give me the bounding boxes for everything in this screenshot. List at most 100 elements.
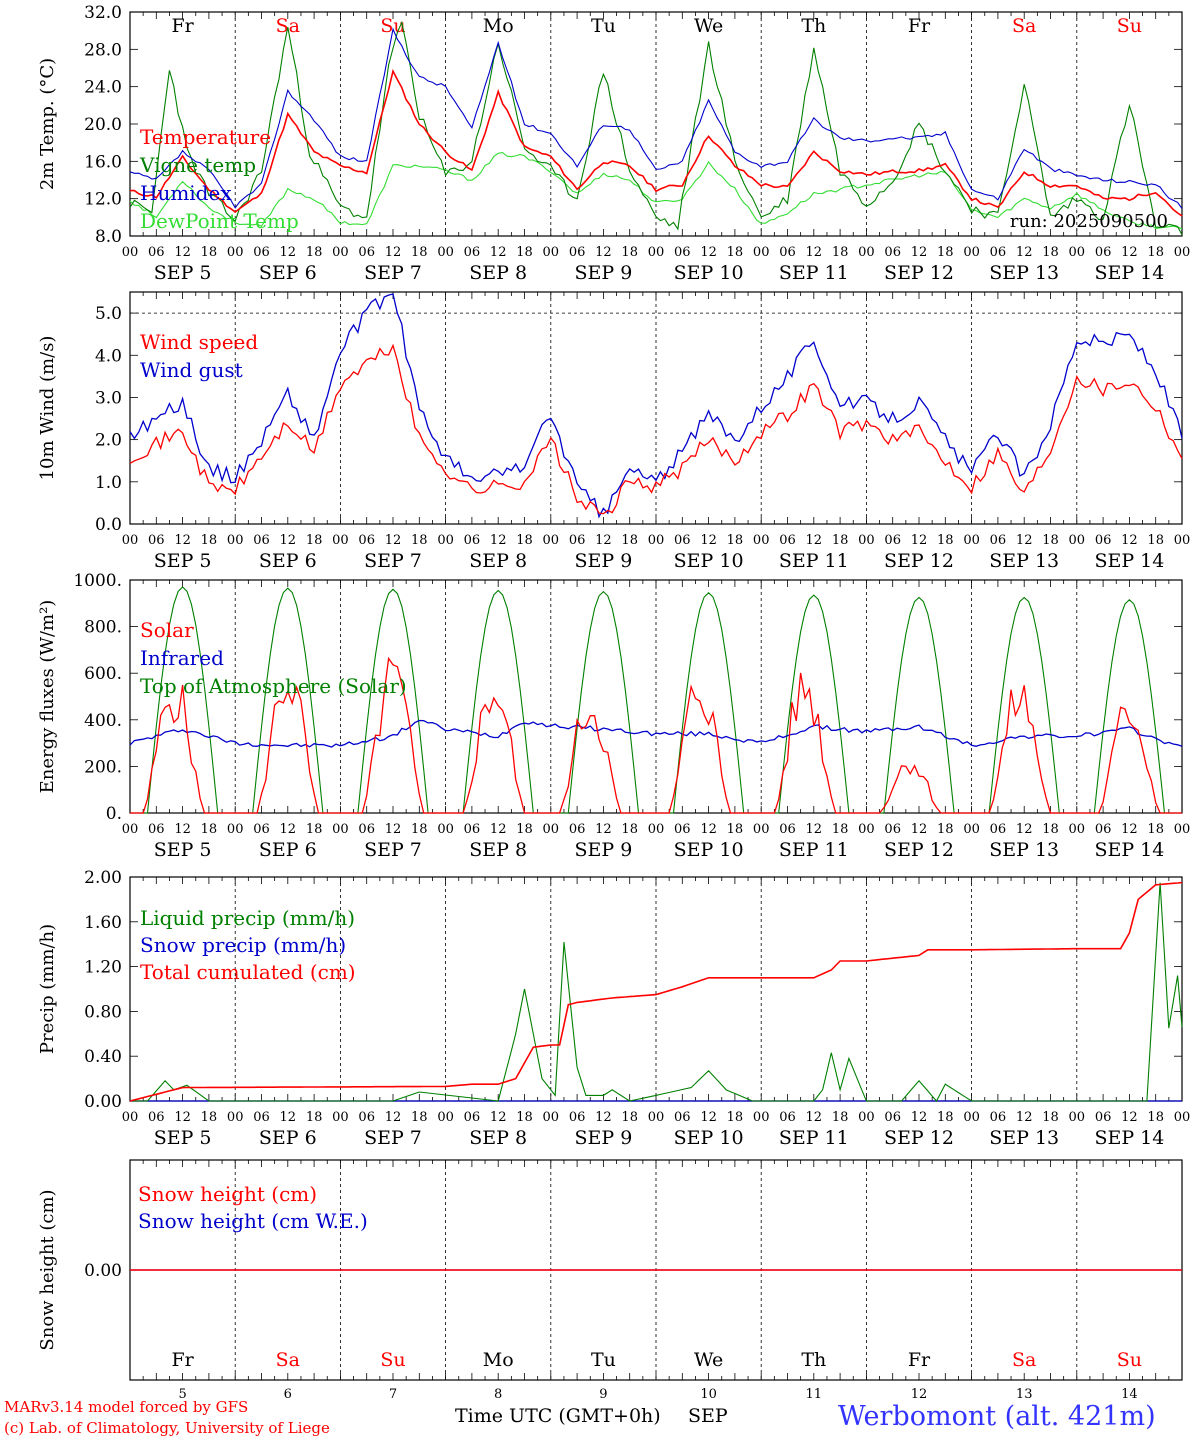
wind-series-wind-speed [129, 343, 1183, 515]
panel-1-hour-label: 06 [884, 245, 901, 260]
panel-1-hour-label: 00 [858, 245, 875, 260]
panel-4-hour-label: 18 [1042, 1110, 1059, 1125]
panel-4-ylabel: Precip (mm/h) [37, 924, 58, 1054]
panel-4-date-label: SEP 12 [884, 1127, 954, 1149]
panel-1-hour-label: 00 [332, 245, 349, 260]
date-number-label: 11 [806, 1387, 823, 1402]
panel-3-hour-label: 12 [174, 822, 191, 837]
legend-dewpoint-temp: DewPoint Temp [140, 209, 299, 233]
legend-total-cumulated-cm-: Total cumulated (cm) [140, 960, 356, 984]
panel-4-hour-label: 00 [437, 1110, 454, 1125]
panel-1-date-label: SEP 11 [779, 262, 849, 284]
panel-1-hour-label: 00 [122, 245, 139, 260]
panel-4-hour-label: 18 [1147, 1110, 1164, 1125]
panel-4-hour-label: 06 [148, 1110, 165, 1125]
panel-3-hour-label: 18 [411, 822, 428, 837]
legend-snow-height-cm-w-e-: Snow height (cm W.E.) [138, 1209, 368, 1233]
panel-3-hour-label: 18 [727, 822, 744, 837]
panel-4-hour-label: 12 [174, 1110, 191, 1125]
panel-2-hour-label: 06 [779, 533, 796, 548]
panel-3-ytick-label: 1000. [73, 571, 122, 591]
panel-3-ytick-label: 600. [84, 664, 122, 684]
panel-4-hour-label: 00 [543, 1110, 560, 1125]
panel-2-hour-label: 06 [569, 533, 586, 548]
panel-3-date-label: SEP 7 [364, 839, 422, 861]
weekday-label-bottom: Sa [1012, 1349, 1036, 1371]
panel-3-hour-label: 12 [806, 822, 823, 837]
panel-3-hour-label: 12 [490, 822, 507, 837]
panel-1-hour-label: 06 [253, 245, 270, 260]
panel-2-hour-label: 18 [516, 533, 533, 548]
panel-4-ytick-label: 0.40 [84, 1047, 122, 1067]
panel-4-hour-label: 18 [727, 1110, 744, 1125]
panel-3-date-label: SEP 12 [884, 839, 954, 861]
panel-4-hour-label: 06 [674, 1110, 691, 1125]
weekday-label-top: Sa [1012, 15, 1036, 37]
panel-4-hour-label: 18 [201, 1110, 218, 1125]
panel-3-hour-label: 00 [1069, 822, 1086, 837]
panel-3-hour-label: 00 [963, 822, 980, 837]
panel-2-hour-label: 12 [280, 533, 297, 548]
panel-3-hour-label: 06 [990, 822, 1007, 837]
panel-1-hour-label: 12 [174, 245, 191, 260]
panel-4-hour-label: 18 [306, 1110, 323, 1125]
panel-3-hour-label: 00 [122, 822, 139, 837]
panel-3-date-label: SEP 8 [469, 839, 527, 861]
date-number-label: 12 [911, 1387, 928, 1402]
panel-4-ytick-label: 2.00 [84, 868, 122, 888]
panel-1-ytick-label: 20.0 [84, 115, 122, 135]
panel-2-hour-label: 00 [963, 533, 980, 548]
panel-2-hour-label: 12 [595, 533, 612, 548]
panel-4-hour-label: 00 [753, 1110, 770, 1125]
panel-4-hour-label: 12 [490, 1110, 507, 1125]
panel-3-hour-label: 12 [1121, 822, 1138, 837]
panel-4-hour-label: 06 [569, 1110, 586, 1125]
panel-1-hour-label: 12 [911, 245, 928, 260]
panel-1-ytick-label: 28.0 [84, 40, 122, 60]
panel-2-hour-label: 12 [911, 533, 928, 548]
panel-4-date-label: SEP 6 [259, 1127, 317, 1149]
panel-4-hour-label: 18 [937, 1110, 954, 1125]
panel-2-hour-label: 12 [1016, 533, 1033, 548]
panel-2-hour-label: 00 [753, 533, 770, 548]
panel-2-date-label: SEP 12 [884, 550, 954, 572]
precip-series-total-cumulated [129, 881, 1183, 1102]
panel-1-date-label: SEP 6 [259, 262, 317, 284]
panel-1-hour-label: 12 [1121, 245, 1138, 260]
legend-infrared: Infrared [140, 646, 224, 670]
panel-3-hour-label: 00 [858, 822, 875, 837]
panel-2-hour-label: 00 [1069, 533, 1086, 548]
panel-1-hour-label: 18 [1042, 245, 1059, 260]
panel-3-hour-label: 00 [332, 822, 349, 837]
weekday-label-bottom: Mo [483, 1349, 514, 1371]
weekday-label-top: Su [380, 15, 405, 37]
date-number-label: 5 [178, 1387, 186, 1402]
panel-2-hour-label: 18 [411, 533, 428, 548]
panel-3-hour-label: 18 [832, 822, 849, 837]
panel-3-date-label: SEP 10 [674, 839, 744, 861]
panel-2-hour-label: 12 [806, 533, 823, 548]
panel-3-hour-label: 06 [148, 822, 165, 837]
panel-4-hour-label: 06 [779, 1110, 796, 1125]
panel-2-date-label: SEP 8 [469, 550, 527, 572]
panel-4-date-label: SEP 8 [469, 1127, 527, 1149]
weekday-label-bottom: Fr [171, 1349, 194, 1371]
panel-3-hour-label: 12 [911, 822, 928, 837]
panel-4-hour-label: 18 [516, 1110, 533, 1125]
date-number-label: 6 [284, 1387, 292, 1402]
energy-series-infrared [129, 719, 1183, 748]
panel-1-hour-label: 00 [648, 245, 665, 260]
legend-top-of-atmosphere-solar-: Top of Atmosphere (Solar) [140, 674, 407, 698]
panel-1-hour-label: 06 [569, 245, 586, 260]
panel-4-hour-label: 00 [227, 1110, 244, 1125]
weekday-label-bottom: Sa [276, 1349, 300, 1371]
panel-4-date-label: SEP 5 [154, 1127, 212, 1149]
panel-2-hour-label: 06 [1095, 533, 1112, 548]
panel-1-hour-label: 12 [490, 245, 507, 260]
panel-2-ytick-label: 3.0 [95, 388, 122, 408]
panel-4-hour-label: 06 [990, 1110, 1007, 1125]
weekday-label-top: Sa [276, 15, 300, 37]
panel-1-ytick-label: 8.0 [95, 227, 122, 247]
panel-3-ytick-label: 200. [84, 757, 122, 777]
panel-3-hour-label: 18 [201, 822, 218, 837]
